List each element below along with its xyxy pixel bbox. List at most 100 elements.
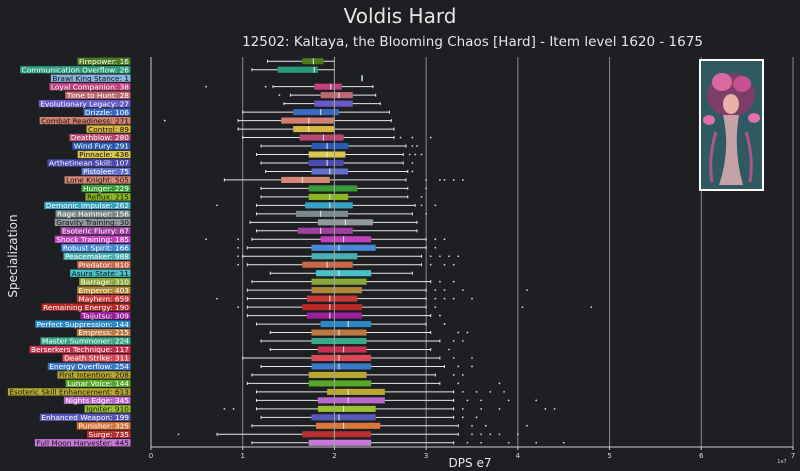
- outlier-point: [411, 170, 414, 173]
- category-label-background: [20, 66, 131, 74]
- outlier-point: [535, 399, 538, 402]
- outlier-point: [237, 255, 240, 258]
- category-label: Emperor: 403: [79, 286, 130, 295]
- iqr-box: [293, 126, 335, 133]
- category-label-background: [60, 227, 131, 235]
- box-plot-row: [242, 109, 390, 116]
- outlier-point: [411, 162, 414, 164]
- outlier-point: [461, 407, 464, 410]
- category-label: Combat Readiness: 271: [41, 116, 129, 125]
- box-plot-row: [255, 397, 538, 404]
- outlier-point: [434, 238, 437, 241]
- outlier-point: [439, 280, 441, 283]
- outlier-point: [489, 433, 492, 436]
- iqr-box: [306, 295, 358, 302]
- iqr-box: [308, 185, 358, 192]
- category-label-background: [77, 286, 131, 294]
- iqr-box: [295, 210, 349, 217]
- category-label-background: [77, 261, 131, 269]
- category-label: Time to Hunt: 28: [66, 91, 130, 100]
- category-label-background: [57, 371, 131, 379]
- category-label-background: [65, 379, 131, 388]
- outlier-point: [232, 407, 235, 410]
- category-label: Full Moon Harvester: 445: [36, 438, 129, 447]
- x-tick-label: 3: [424, 452, 428, 460]
- boss-portrait-image: [699, 59, 764, 191]
- iqr-box: [281, 117, 335, 124]
- axis-layer: 0 1 2 3 4 5 6 7: [149, 57, 795, 460]
- outlier-point: [503, 390, 505, 393]
- outlier-point: [434, 289, 437, 292]
- iqr-box: [314, 83, 342, 90]
- iqr-box: [311, 337, 367, 345]
- category-label: Communication Overflow: 26: [22, 65, 130, 74]
- box-plot-row: [255, 388, 505, 395]
- outlier-point: [434, 246, 437, 249]
- category-label-background: [50, 74, 131, 82]
- iqr-box: [305, 202, 353, 209]
- outlier-point: [177, 433, 180, 436]
- outlier-point: [420, 204, 423, 207]
- outlier-point: [416, 145, 418, 147]
- iqr-box: [277, 66, 318, 73]
- box-plot-row: [246, 380, 501, 387]
- outlier-point: [461, 340, 464, 342]
- grid-layer: [150, 57, 794, 447]
- iqr-box: [317, 346, 367, 353]
- box-plot-row: [249, 219, 418, 226]
- x-axis-offset-label: 1e7: [777, 459, 786, 465]
- outlier-point: [489, 390, 492, 393]
- outlier-point: [414, 153, 417, 156]
- box-plot-row: [260, 185, 428, 192]
- box-plot-row: [260, 337, 464, 345]
- category-label-background: [79, 278, 131, 286]
- outlier-point: [471, 297, 473, 300]
- category-label-background: [61, 244, 131, 252]
- category-label-background: [69, 133, 131, 142]
- x-tick-label: 4: [516, 452, 521, 460]
- box-plot-row: [278, 92, 377, 99]
- outlier-point: [471, 357, 473, 359]
- outlier-point: [411, 145, 414, 147]
- outlier-point: [461, 374, 464, 376]
- outlier-point: [480, 433, 483, 436]
- outlier-point: [480, 399, 483, 402]
- category-label-background: [63, 252, 131, 260]
- category-label-background: [70, 269, 131, 277]
- outlier-point: [264, 85, 267, 88]
- outlier-point: [461, 179, 464, 181]
- outlier-point: [411, 136, 414, 139]
- outlier-point: [278, 94, 281, 97]
- iqr-box: [317, 397, 385, 404]
- outlier-point: [399, 136, 402, 139]
- iqr-box: [308, 193, 349, 200]
- category-label: Brawl King Stance: 1: [52, 74, 129, 83]
- x-tick-label: 2: [332, 452, 336, 460]
- iqr-box: [311, 287, 362, 294]
- outlier-point: [425, 187, 428, 190]
- box-plot-row: [255, 227, 418, 234]
- outlier-point: [466, 441, 469, 444]
- category-label-background: [54, 218, 131, 226]
- category-label-background: [65, 91, 131, 99]
- outlier-point: [439, 255, 441, 258]
- category-label-background: [41, 303, 131, 311]
- box-plot-row: [216, 202, 437, 209]
- category-label-background: [47, 362, 131, 371]
- box-plot-row: [163, 117, 392, 124]
- category-label: Mayhem: 659: [78, 294, 129, 303]
- iqr-box: [281, 176, 330, 183]
- box-plot-row: [242, 134, 432, 141]
- box-plot-row: [255, 151, 423, 158]
- category-label: Enhanced Weapon: 199: [41, 413, 129, 422]
- category-label-background: [76, 422, 131, 430]
- category-label: Punisher: 325: [78, 422, 129, 431]
- iqr-box: [302, 431, 372, 438]
- iqr-box: [327, 388, 385, 395]
- category-label-background: [76, 328, 131, 337]
- outlier-point: [484, 424, 487, 427]
- outlier-point: [553, 407, 556, 410]
- box-plot-row: [216, 295, 473, 302]
